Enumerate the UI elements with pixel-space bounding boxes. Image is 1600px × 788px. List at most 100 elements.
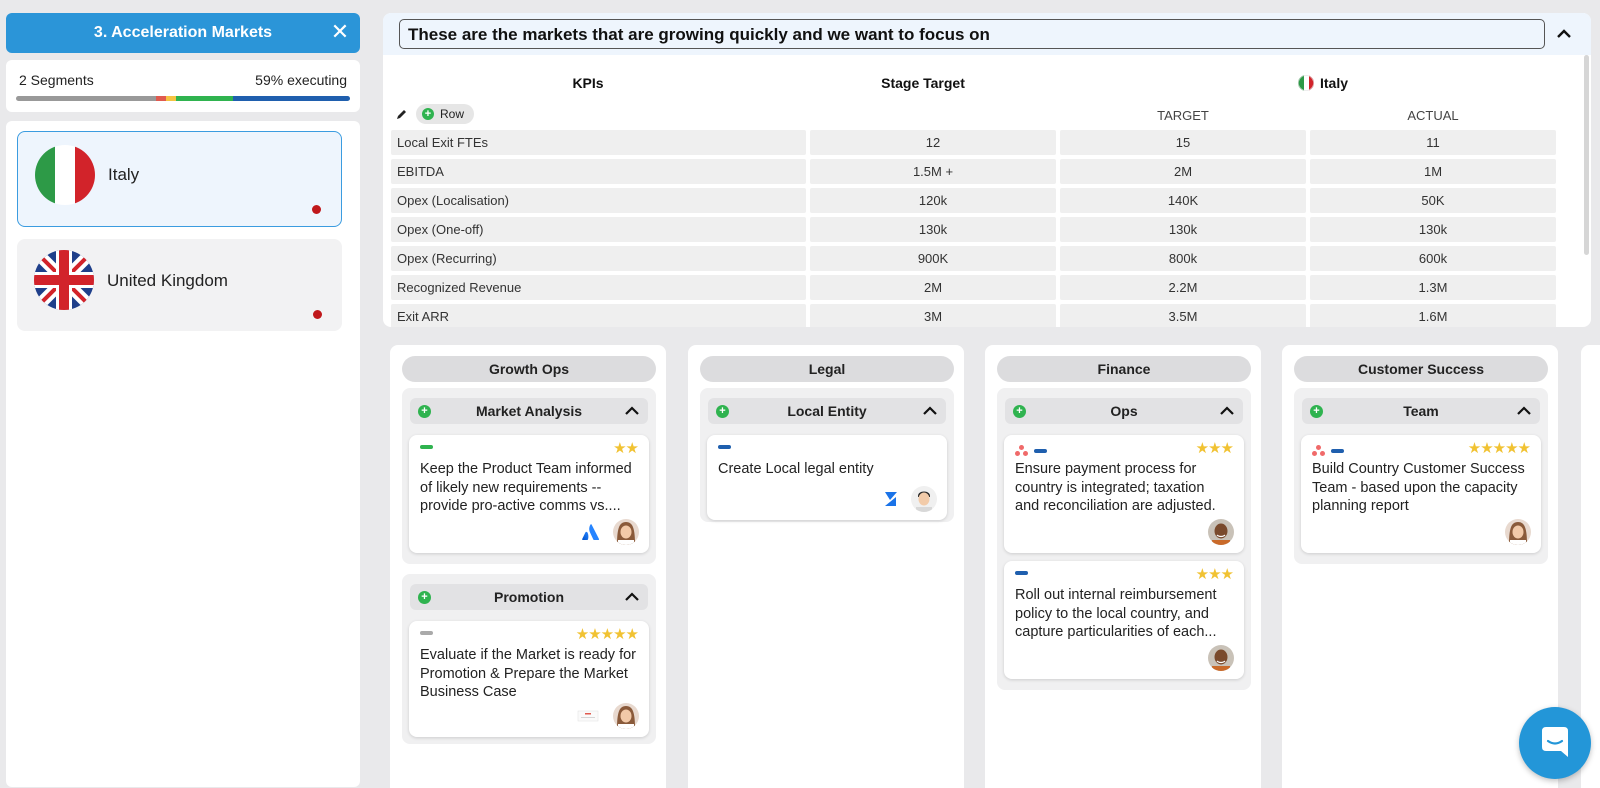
- markets-header: 3. Acceleration Markets ✕: [6, 13, 360, 53]
- actual-value: 130k: [1310, 217, 1556, 242]
- group-header: + Ops: [1005, 398, 1243, 424]
- target-subheader: TARGET: [1157, 108, 1209, 123]
- priority-stars: ★★★: [1195, 566, 1234, 583]
- priority-stars: ★★★★★: [575, 626, 639, 643]
- segments-list: Italy United Kingdom: [6, 121, 360, 787]
- task-card[interactable]: ★★★ Roll out internal reimbursement poli…: [1004, 561, 1244, 679]
- kpi-name: EBITDA: [391, 159, 806, 184]
- next-column-stub: [1581, 345, 1600, 788]
- table-row[interactable]: EBITDA 1.5M +2M 1M: [391, 159, 1565, 184]
- card-text: Keep the Product Team informed of likely…: [420, 461, 632, 514]
- country-header: Italy: [1263, 75, 1383, 91]
- add-card-plus-icon[interactable]: +: [716, 405, 729, 418]
- column-growth-ops: Growth Ops + Market Analysis ★★ Keep the…: [390, 345, 666, 788]
- stage-target-value: 130k: [810, 217, 1056, 242]
- group-title: Market Analysis: [475, 403, 583, 419]
- executing-percent: 59% executing: [255, 72, 347, 88]
- group-header: + Market Analysis: [410, 398, 648, 424]
- target-value: 2.2M: [1060, 275, 1306, 300]
- target-value: 140K: [1060, 188, 1306, 213]
- table-row[interactable]: Recognized Revenue 2M 2.2M 1.3M: [391, 275, 1565, 300]
- plus-icon: +: [422, 108, 434, 120]
- task-card[interactable]: ★★★★★ Evaluate if the Market is ready fo…: [409, 621, 649, 737]
- group-header: + Local Entity: [708, 398, 946, 424]
- progress-segment: [16, 96, 157, 101]
- task-card[interactable]: ★★ Keep the Product Team informed of lik…: [409, 435, 649, 553]
- asana-icon: [1015, 445, 1029, 457]
- segment-item-italy[interactable]: Italy: [17, 131, 342, 227]
- actual-value: 11: [1310, 130, 1556, 155]
- column-title: Customer Success: [1294, 356, 1548, 382]
- card-text: Evaluate if the Market is ready for Prom…: [420, 647, 636, 700]
- chevron-up-icon[interactable]: [1516, 403, 1532, 419]
- group-header: + Team: [1302, 398, 1540, 424]
- pencil-icon[interactable]: [396, 108, 408, 120]
- task-card[interactable]: ★★★★★ Build Country Customer Success Tea…: [1301, 435, 1541, 553]
- add-row-button[interactable]: + Row: [416, 104, 475, 124]
- group-title: Ops: [1110, 403, 1138, 419]
- card-text: Build Country Customer Success Team - ba…: [1312, 461, 1525, 514]
- group-header: + Promotion: [410, 584, 648, 610]
- column-title: Legal: [700, 356, 954, 382]
- chevron-up-icon[interactable]: [1219, 403, 1235, 419]
- kpi-panel: These are the markets that are growing q…: [383, 13, 1591, 327]
- card-text: Create Local legal entity: [718, 461, 874, 477]
- progress-segment: [166, 96, 177, 101]
- table-row[interactable]: Exit ARR 3M 3.5M 1.6M: [391, 304, 1565, 327]
- priority-stars: ★★★: [1195, 440, 1234, 457]
- table-row[interactable]: Local Exit FTEs 12 15 11: [391, 130, 1565, 155]
- doc-thumbnail-icon: [577, 710, 599, 722]
- execution-progress-bar: [16, 96, 350, 101]
- segment-item-united-kingdom[interactable]: United Kingdom: [17, 239, 342, 331]
- segments-count: 2 Segments: [19, 72, 94, 88]
- woman-avatar: [613, 519, 639, 545]
- stage-target-value: 900K: [810, 246, 1056, 271]
- column-finance: Finance + Ops ★★★ Ensure payment process…: [985, 345, 1261, 788]
- stage-target-value: 120k: [810, 188, 1056, 213]
- close-icon[interactable]: ✕: [330, 19, 350, 44]
- progress-segment: [176, 96, 234, 101]
- status-tag: [1015, 571, 1028, 575]
- stage-target-value: 1.5M +: [810, 159, 1056, 184]
- status-tag: [718, 445, 731, 449]
- actual-value: 1M: [1310, 159, 1556, 184]
- priority-stars: ★★: [613, 440, 639, 457]
- add-card-plus-icon[interactable]: +: [418, 405, 431, 418]
- add-card-plus-icon[interactable]: +: [1013, 405, 1026, 418]
- actual-value: 50K: [1310, 188, 1556, 213]
- kpi-scrollbar[interactable]: [1584, 55, 1589, 255]
- status-tag: [420, 631, 433, 635]
- uk-flag-icon: [34, 250, 94, 310]
- collapse-chevron-icon[interactable]: [1555, 25, 1573, 43]
- group-title: Local Entity: [787, 403, 867, 419]
- group-title: Team: [1403, 403, 1439, 419]
- row-tools: + Row: [396, 104, 475, 124]
- group-market-analysis: + Market Analysis ★★ Keep the Product Te…: [402, 388, 656, 564]
- woman-avatar: [1505, 519, 1531, 545]
- segments-summary: 2 Segments 59% executing: [6, 60, 360, 112]
- table-row[interactable]: Opex (Localisation) 120k 140K 50K: [391, 188, 1565, 213]
- zendesk-icon: [885, 492, 897, 506]
- task-card[interactable]: Create Local legal entity: [707, 435, 947, 520]
- target-value: 130k: [1060, 217, 1306, 242]
- chevron-up-icon[interactable]: [922, 403, 938, 419]
- table-row[interactable]: Opex (One-off) 130k 130k 130k: [391, 217, 1565, 242]
- status-dot: [312, 205, 321, 214]
- country-name: Italy: [1319, 75, 1348, 91]
- task-card[interactable]: ★★★ Ensure payment process for country i…: [1004, 435, 1244, 553]
- kpi-name: Opex (One-off): [391, 217, 806, 242]
- card-text: Roll out internal reimbursement policy t…: [1015, 587, 1217, 640]
- progress-segment: [233, 96, 350, 101]
- kpi-name: Exit ARR: [391, 304, 806, 327]
- add-card-plus-icon[interactable]: +: [418, 591, 431, 604]
- market-description[interactable]: These are the markets that are growing q…: [399, 19, 1545, 49]
- add-card-plus-icon[interactable]: +: [1310, 405, 1323, 418]
- chevron-up-icon[interactable]: [624, 589, 640, 605]
- chevron-up-icon[interactable]: [624, 403, 640, 419]
- chat-button[interactable]: [1519, 707, 1591, 779]
- stage-target-header: Stage Target: [881, 75, 965, 91]
- actual-subheader: ACTUAL: [1407, 108, 1459, 123]
- kpi-name: Recognized Revenue: [391, 275, 806, 300]
- kpi-name: Opex (Localisation): [391, 188, 806, 213]
- table-row[interactable]: Opex (Recurring) 900K 800k 600k: [391, 246, 1565, 271]
